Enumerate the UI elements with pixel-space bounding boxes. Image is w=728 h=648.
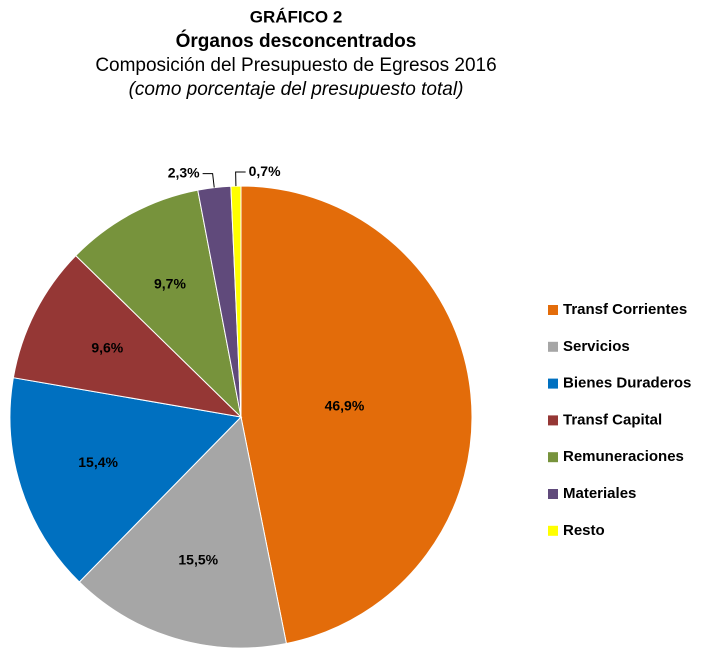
chart-label: GRÁFICO 2 <box>250 7 343 26</box>
legend-swatch <box>548 415 558 426</box>
pie-slice <box>240 185 473 645</box>
data-label: 9,7% <box>154 275 186 291</box>
pie-slice <box>78 415 287 648</box>
data-label: 15,4% <box>78 454 118 470</box>
data-label: 0,7% <box>249 163 281 179</box>
legend-label: Resto <box>563 522 605 539</box>
legend-label: Transf Capital <box>563 411 662 428</box>
chart-note: (como porcentaje del presupuesto total) <box>129 79 464 100</box>
legend-swatch <box>548 378 558 389</box>
pie-slice <box>9 377 243 583</box>
legend-label: Servicios <box>563 338 630 355</box>
legend-label: Transf Corrientes <box>563 301 687 318</box>
chart-title: Órganos desconcentrados <box>176 30 417 52</box>
data-label: 9,6% <box>91 339 123 355</box>
legend-swatch <box>548 341 558 352</box>
leader-line <box>202 173 215 188</box>
pie-slice <box>75 189 242 419</box>
data-label: 15,5% <box>178 552 218 568</box>
legend-label: Materiales <box>563 485 636 502</box>
legend-swatch <box>548 489 558 499</box>
data-label: 2,3% <box>168 164 200 180</box>
pie-slice <box>12 254 243 418</box>
leader-line <box>235 171 246 187</box>
legend-swatch <box>548 305 558 315</box>
chart-subtitle: Composición del Presupuesto de Egresos 2… <box>95 55 496 76</box>
legend-swatch <box>548 452 558 463</box>
legend-label: Remuneraciones <box>563 448 684 465</box>
legend-swatch <box>548 525 558 536</box>
legend-label: Bienes Duraderos <box>563 375 691 392</box>
data-label: 46,9% <box>325 397 365 413</box>
pie-slice <box>230 185 242 418</box>
